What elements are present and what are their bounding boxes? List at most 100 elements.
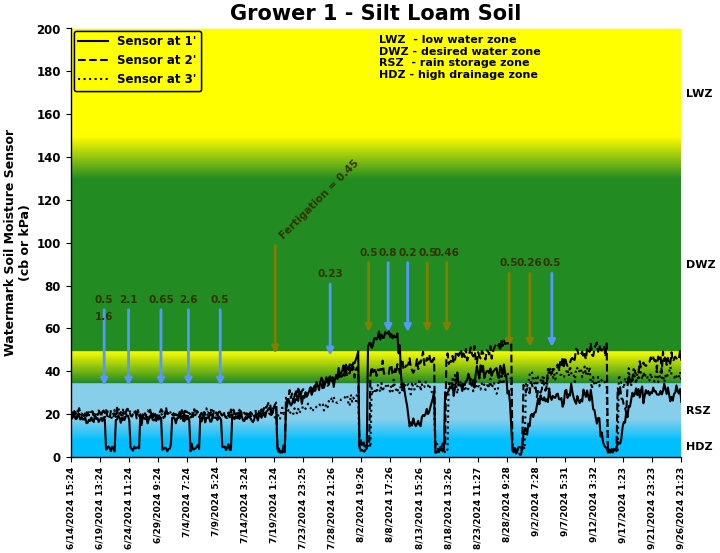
Bar (71, 178, 681, 179)
Bar (71, 168, 681, 169)
Sensor at 2' (665, 362, 673, 368)
Text: 0.26: 0.26 (517, 258, 543, 268)
Bar (71, 420, 681, 421)
Sensor at 3' (566, 363, 575, 369)
Bar (71, 159, 681, 160)
Bar (71, 439, 681, 440)
Sensor at 2' (677, 357, 685, 364)
Bar (71, 152, 681, 153)
Bar (71, 145, 681, 147)
Text: LWZ  - low water zone
DWZ - desired water zone
RSZ  - rain storage zone
HDZ - hi: LWZ - low water zone DWZ - desired water… (379, 35, 541, 80)
Bar (71, 169, 681, 170)
Bar (71, 163, 681, 164)
Bar (71, 382, 681, 435)
Text: 0.23: 0.23 (318, 269, 343, 279)
Bar (71, 426, 681, 427)
Sensor at 3' (356, 440, 365, 446)
Bar (71, 174, 681, 175)
Bar (71, 149, 681, 150)
Text: 0.8: 0.8 (379, 248, 397, 258)
Bar (71, 437, 681, 439)
Y-axis label: Watermark Soil Moisture Sensor
(cb or kPa): Watermark Soil Moisture Sensor (cb or kP… (4, 129, 32, 356)
Sensor at 1' (431, 447, 440, 454)
Bar (71, 170, 681, 171)
Bar (71, 156, 681, 157)
Sensor at 1' (677, 399, 685, 405)
Bar (71, 164, 681, 165)
Line: Sensor at 3': Sensor at 3' (71, 366, 681, 455)
Sensor at 3' (397, 380, 405, 387)
Bar (71, 430, 681, 431)
Sensor at 1' (570, 394, 578, 401)
Bar (71, 167, 681, 168)
Sensor at 3' (606, 451, 615, 458)
Bar (71, 171, 681, 172)
Sensor at 3' (66, 410, 75, 417)
Sensor at 2' (497, 336, 505, 343)
Bar (71, 161, 681, 162)
Line: Sensor at 2': Sensor at 2' (71, 340, 681, 455)
Text: 0.5: 0.5 (211, 295, 230, 305)
Bar (71, 175, 681, 176)
Bar (71, 165, 681, 166)
Title: Grower 1 - Silt Loam Soil: Grower 1 - Silt Loam Soil (230, 4, 521, 24)
Bar (71, 427, 681, 429)
Text: 2.1: 2.1 (120, 295, 138, 305)
Bar (71, 137, 681, 138)
Sensor at 3' (665, 369, 673, 376)
Sensor at 1' (665, 391, 673, 398)
Bar (71, 140, 681, 142)
Bar (71, 144, 681, 145)
Bar (71, 436, 681, 437)
Legend: Sensor at 1', Sensor at 2', Sensor at 3': Sensor at 1', Sensor at 2', Sensor at 3' (73, 30, 202, 91)
Sensor at 2' (517, 451, 526, 458)
Bar (71, 429, 681, 430)
Sensor at 2' (397, 357, 405, 363)
Bar (71, 160, 681, 161)
Text: 0.5: 0.5 (359, 248, 378, 258)
Bar (71, 148, 681, 149)
Sensor at 1' (398, 385, 407, 392)
Sensor at 2' (570, 358, 578, 365)
Text: 0.5: 0.5 (543, 258, 561, 268)
Bar (71, 422, 681, 423)
Text: 1.6: 1.6 (95, 312, 113, 322)
Text: 0.65: 0.65 (148, 295, 174, 305)
Bar (71, 418, 681, 419)
Bar (71, 173, 681, 174)
Bar (71, 419, 681, 420)
Bar (71, 166, 681, 167)
Sensor at 1' (512, 450, 521, 456)
Bar (71, 179, 681, 349)
Bar (71, 421, 681, 422)
Bar (71, 431, 681, 432)
Text: 0.46: 0.46 (434, 248, 460, 258)
Bar (71, 162, 681, 163)
Bar (71, 136, 681, 137)
Bar (71, 157, 681, 158)
Bar (71, 434, 681, 435)
Bar (71, 135, 681, 136)
Bar (71, 172, 681, 173)
Bar (71, 29, 681, 135)
Sensor at 1' (356, 447, 365, 454)
Bar (71, 425, 681, 426)
Bar (71, 435, 681, 457)
Bar (71, 153, 681, 154)
Text: 0.5: 0.5 (500, 258, 518, 268)
Bar (71, 423, 681, 424)
Bar (71, 143, 681, 144)
Bar (71, 142, 681, 143)
Text: 0.5: 0.5 (418, 248, 436, 258)
Sensor at 2' (360, 442, 369, 448)
Sensor at 1' (384, 328, 393, 335)
Sensor at 3' (430, 393, 438, 400)
Bar (71, 176, 681, 177)
Text: 0.5: 0.5 (95, 295, 113, 305)
Bar (71, 158, 681, 159)
Text: 2.6: 2.6 (179, 295, 198, 305)
Line: Sensor at 1': Sensor at 1' (71, 331, 681, 453)
Text: Fertigation = 0.45: Fertigation = 0.45 (278, 158, 361, 241)
Sensor at 3' (568, 369, 577, 375)
Bar (71, 150, 681, 152)
